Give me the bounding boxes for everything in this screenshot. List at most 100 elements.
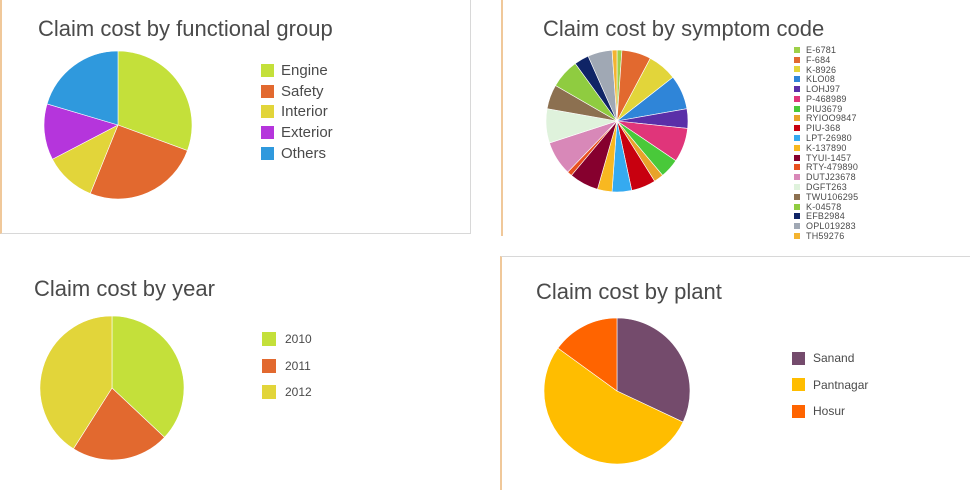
chart-legend: Engine Safety Interior Exterior Others xyxy=(261,60,333,164)
legend-swatch xyxy=(794,135,800,142)
legend-swatch xyxy=(794,233,800,240)
legend-item-2012: 2012 xyxy=(262,379,312,406)
legend-item-hosur: Hosur xyxy=(792,398,868,425)
legend-item-k-04578: K-04578 xyxy=(794,202,858,212)
chart-panel-functional-group: Claim cost by functional group Engine Saf… xyxy=(0,0,471,234)
pie-slice-sanand xyxy=(616,317,691,423)
legend-swatch xyxy=(261,84,274,98)
legend-item-rty-479890: RTY-479890 xyxy=(794,162,859,173)
legend-swatch xyxy=(794,223,800,230)
legend-swatch xyxy=(794,105,800,112)
legend-label: Engine xyxy=(281,61,328,79)
legend-label: OPL019283 xyxy=(806,221,856,232)
legend-swatch xyxy=(794,213,800,220)
legend-swatch xyxy=(792,404,805,418)
legend-label: TH59276 xyxy=(806,231,845,242)
legend-label: Others xyxy=(281,145,327,163)
legend-swatch xyxy=(794,86,800,93)
legend-label: K-137890 xyxy=(806,142,847,153)
legend-item-th59276: TH59276 xyxy=(794,231,858,241)
legend-swatch xyxy=(262,358,276,373)
legend-item-piu3679: PIU3679 xyxy=(794,104,858,114)
chart-title: Claim cost by year xyxy=(34,276,215,301)
legend-label: DUTJ23678 xyxy=(806,172,856,183)
legend-label: Safety xyxy=(281,82,324,100)
legend-swatch xyxy=(794,184,800,191)
legend-item-lpt-26980: LPT-26980 xyxy=(794,133,858,143)
chart-title: Claim cost by functional group xyxy=(38,16,333,41)
chart-panel-year: Claim cost by year 2010 2011 2012 xyxy=(0,258,471,490)
chart-legend: Sanand Pantnagar Hosur xyxy=(792,345,868,425)
legend-label: PIU3679 xyxy=(806,103,843,114)
pie-slice-safety xyxy=(89,124,188,200)
legend-swatch xyxy=(794,115,800,122)
legend-swatch xyxy=(794,154,800,161)
legend-label: 2011 xyxy=(285,358,311,373)
legend-item-ryioo9847: RYIOO9847 xyxy=(794,113,858,124)
legend-item-k-8926: K-8926 xyxy=(794,65,858,75)
legend-item-piu-368: PIU-368 xyxy=(794,123,858,133)
pie-slice-hosur xyxy=(557,317,618,392)
legend-item-e-6781: E-6781 xyxy=(794,45,858,55)
legend-swatch xyxy=(794,66,800,73)
legend-item-p-468989: P-468989 xyxy=(794,94,858,104)
legend-label: Exterior xyxy=(281,124,333,142)
chart-legend: 2010 2011 2012 xyxy=(262,326,312,406)
legend-item-lohj97: LOHJ97 xyxy=(794,84,858,94)
legend-label: 2012 xyxy=(285,385,312,400)
legend-item-f-684: F-684 xyxy=(794,55,858,65)
chart-panel-plant: Claim cost by plant Sanand Pantnagar Hosur xyxy=(500,256,970,490)
legend-label: LOHJ97 xyxy=(806,84,841,95)
chart-legend: E-6781 F-684 K-8926 KLO08 LOHJ97 P-468989 PIU3… xyxy=(794,45,858,241)
legend-label: 2010 xyxy=(285,332,312,347)
pie-chart xyxy=(545,49,689,193)
legend-swatch xyxy=(794,193,800,200)
pie-chart xyxy=(43,50,193,200)
legend-label: E-6781 xyxy=(806,44,837,55)
legend-item-engine: Engine xyxy=(261,60,333,81)
legend-item-opl019283: OPL019283 xyxy=(794,221,858,231)
legend-item-tyui-1457: TYUI-1457 xyxy=(794,153,858,163)
legend-label: LPT-26980 xyxy=(806,133,852,144)
legend-label: P-468989 xyxy=(806,93,847,104)
legend-swatch xyxy=(794,164,800,171)
legend-label: PIU-368 xyxy=(806,123,841,134)
legend-label: K-8926 xyxy=(806,64,837,75)
legend-label: KLO08 xyxy=(806,74,836,85)
chart-panel-symptom-code: Claim cost by symptom code E-6781 F-684 K-… xyxy=(501,0,970,241)
legend-label: TYUI-1457 xyxy=(806,152,852,163)
pie-slice-2010 xyxy=(111,315,185,438)
legend-label: Interior xyxy=(281,103,328,121)
legend-label: Hosur xyxy=(813,404,846,419)
pie-slice-others xyxy=(46,50,119,126)
legend-item-pantnagar: Pantnagar xyxy=(792,372,868,399)
legend-item-interior: Interior xyxy=(261,102,333,123)
legend-item-sanand: Sanand xyxy=(792,345,868,372)
chart-title: Claim cost by plant xyxy=(536,279,722,304)
legend-swatch xyxy=(794,56,800,63)
legend-item-dgft263: DGFT263 xyxy=(794,182,858,192)
legend-item-k-137890: K-137890 xyxy=(794,143,858,153)
legend-item-2010: 2010 xyxy=(262,326,312,353)
legend-label: RYIOO9847 xyxy=(806,113,857,124)
legend-label: RTY-479890 xyxy=(806,162,859,173)
legend-swatch xyxy=(792,378,805,392)
pie-slice-engine xyxy=(117,50,193,151)
pie-slice-2011 xyxy=(73,387,165,461)
legend-item-exterior: Exterior xyxy=(261,122,333,143)
legend-item-klo08: KLO08 xyxy=(794,74,858,84)
legend-label: K-04578 xyxy=(806,201,842,212)
legend-item-dutj23678: DUTJ23678 xyxy=(794,172,858,182)
legend-swatch xyxy=(794,174,800,181)
legend-item-2011: 2011 xyxy=(262,353,312,380)
legend-label: Sanand xyxy=(813,351,855,366)
legend-item-twu106295: TWU106295 xyxy=(794,192,858,202)
legend-label: EFB2984 xyxy=(806,211,845,222)
legend-label: DGFT263 xyxy=(806,182,847,193)
chart-title: Claim cost by symptom code xyxy=(543,16,825,41)
legend-swatch xyxy=(794,125,800,132)
legend-label: Pantnagar xyxy=(813,377,869,392)
legend-swatch xyxy=(794,76,800,83)
pie-slice-2012 xyxy=(39,315,113,450)
pie-chart xyxy=(543,317,691,465)
